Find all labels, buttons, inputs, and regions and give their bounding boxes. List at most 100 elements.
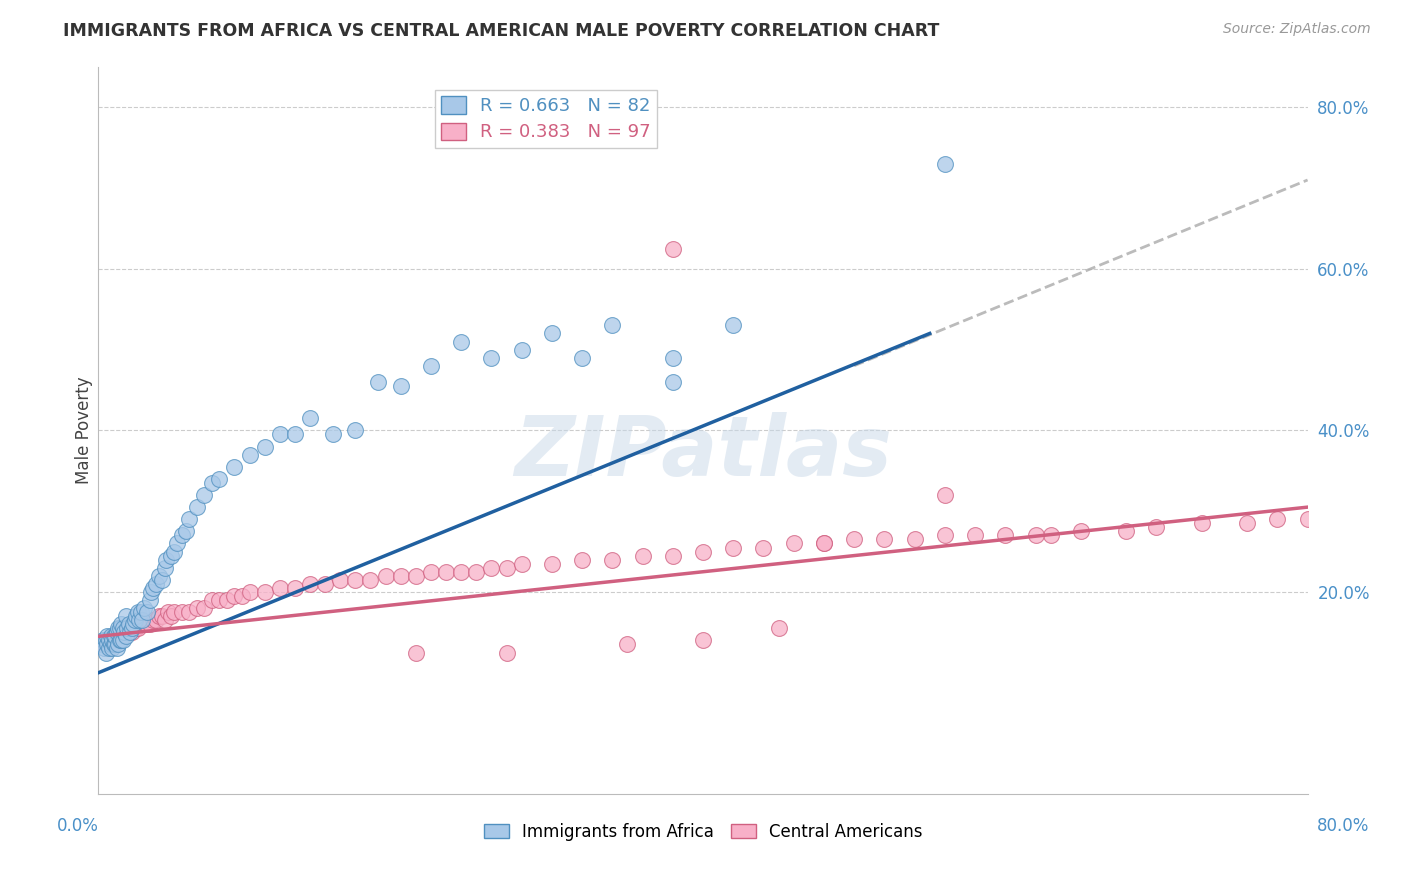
Point [344,573,367,587]
Point [322,427,344,442]
Point [1070,524,1092,539]
Point [813,536,835,550]
Point [1296,512,1319,526]
Point [103,633,125,648]
Point [571,552,593,566]
Point [125,621,148,635]
Point [224,589,246,603]
Point [100,633,122,648]
Point [101,641,124,656]
Point [616,637,638,651]
Point [98,633,121,648]
Point [110,629,132,643]
Point [120,625,142,640]
Point [540,326,562,341]
Point [156,605,179,619]
Point [934,528,956,542]
Point [170,528,193,542]
Point [153,613,176,627]
Point [367,375,389,389]
Point [420,359,443,373]
Point [450,334,472,349]
Point [124,613,146,627]
Point [115,621,138,635]
Point [114,625,136,640]
Point [110,633,132,648]
Point [110,617,132,632]
Point [127,621,149,635]
Point [661,351,683,365]
Point [103,637,125,651]
Point [269,581,291,595]
Point [661,242,683,256]
Point [105,625,128,640]
Point [142,581,165,595]
Point [125,609,148,624]
Point [661,549,683,563]
Point [934,488,956,502]
Legend: Immigrants from Africa, Central Americans: Immigrants from Africa, Central American… [477,816,929,847]
Point [128,613,150,627]
Point [405,646,427,660]
Point [118,625,141,640]
Point [105,633,128,648]
Point [179,512,201,526]
Point [145,613,167,627]
Point [269,427,291,442]
Point [142,613,165,627]
Point [186,500,208,515]
Point [108,633,131,648]
Point [344,423,367,437]
Point [104,637,127,651]
Point [510,343,533,357]
Point [844,533,866,547]
Point [129,617,152,632]
Point [692,544,714,558]
Text: ZIPatlas: ZIPatlas [515,412,891,492]
Point [193,601,215,615]
Point [434,565,457,579]
Point [965,528,987,542]
Point [98,641,121,656]
Point [115,625,138,640]
Point [253,585,276,599]
Point [101,637,124,651]
Point [90,637,112,651]
Text: 80.0%: 80.0% [1316,817,1369,835]
Point [873,533,896,547]
Point [96,633,118,648]
Point [166,536,188,550]
Point [602,318,624,333]
Point [934,157,956,171]
Point [1024,528,1046,542]
Point [145,577,167,591]
Point [783,536,806,550]
Point [98,637,121,651]
Point [224,459,246,474]
Point [201,475,224,490]
Point [994,528,1017,542]
Point [114,609,136,624]
Point [105,641,128,656]
Point [148,609,170,624]
Point [405,569,427,583]
Point [510,557,533,571]
Point [124,621,146,635]
Point [111,621,134,635]
Point [100,637,122,651]
Point [904,533,927,547]
Point [631,549,654,563]
Point [108,629,131,643]
Point [107,637,129,651]
Point [193,488,215,502]
Point [127,605,149,619]
Point [1191,516,1213,531]
Point [215,593,238,607]
Point [132,617,155,632]
Point [104,633,127,648]
Point [94,633,117,648]
Point [450,565,472,579]
Point [114,629,136,643]
Point [208,472,231,486]
Point [90,637,112,651]
